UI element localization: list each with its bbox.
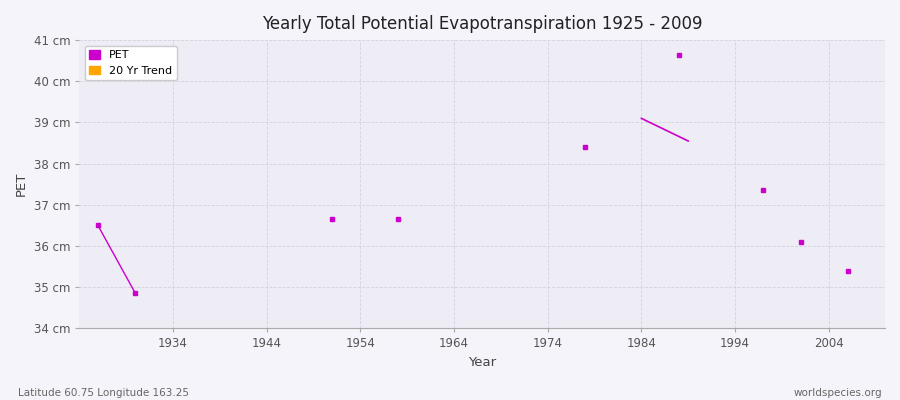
X-axis label: Year: Year [468, 356, 496, 369]
Y-axis label: PET: PET [15, 172, 28, 196]
Legend: PET, 20 Yr Trend: PET, 20 Yr Trend [85, 46, 176, 80]
Title: Yearly Total Potential Evapotranspiration 1925 - 2009: Yearly Total Potential Evapotranspiratio… [262, 15, 702, 33]
Text: Latitude 60.75 Longitude 163.25: Latitude 60.75 Longitude 163.25 [18, 388, 189, 398]
Text: worldspecies.org: worldspecies.org [794, 388, 882, 398]
